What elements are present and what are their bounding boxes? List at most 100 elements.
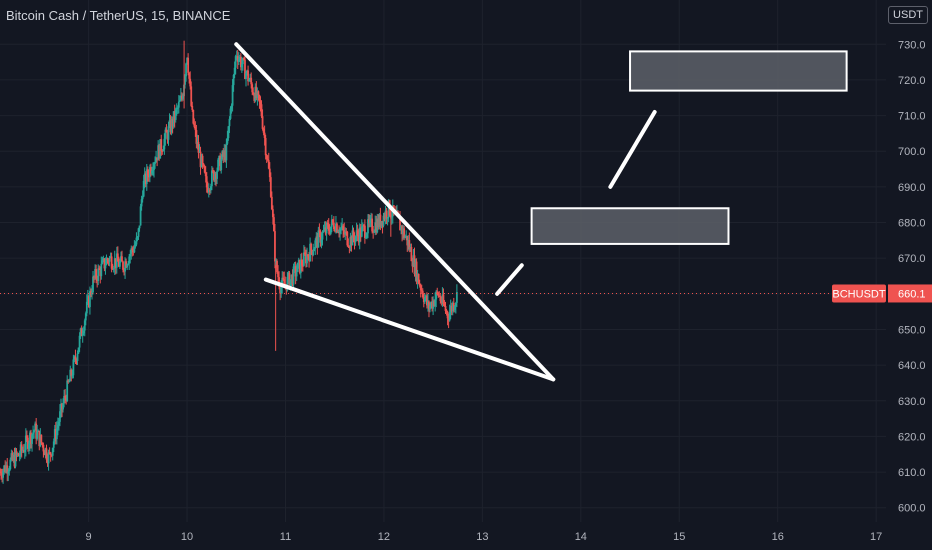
candle [65,394,68,405]
candle [157,140,160,161]
candle [67,379,70,384]
candle-body [348,246,351,248]
candle [342,223,345,238]
candle-body [227,126,230,139]
candle-body [261,116,264,129]
candle-body [326,223,329,225]
candle-body [4,465,7,473]
candle [452,297,455,313]
candle [368,214,370,228]
candle-body [178,100,181,102]
candle-body [274,231,276,262]
candle-body [9,459,12,470]
candle [366,232,368,240]
candle [432,296,435,316]
candle-body [281,277,284,287]
candle [310,242,313,255]
candle-body [7,471,10,474]
candle-body [420,290,423,292]
candle [308,251,310,268]
candle-body [438,295,441,297]
target-box-2 [629,50,848,92]
candle [0,468,2,480]
candle-body [103,258,106,269]
candle [199,146,202,175]
candle-body [16,453,19,456]
candle [245,70,247,87]
y-tick-label: 630.0 [898,396,926,408]
candle-body [268,168,271,178]
candle [169,115,172,135]
candle [80,325,83,337]
candle [204,166,207,183]
candle [152,162,154,176]
candle [361,222,364,232]
candle-body [362,225,365,227]
candle-body [316,236,319,248]
time-axis[interactable] [0,522,932,550]
candle-body [349,236,352,248]
candle [132,245,135,256]
candle-body [17,453,20,457]
candle [336,222,338,234]
candle [123,267,125,276]
candle-body [134,244,137,247]
candle-body [179,95,182,101]
candle [357,228,360,246]
candle-body [155,157,157,163]
candle-body [144,173,147,185]
candle-body [169,120,172,133]
candle-body [217,159,220,171]
candle-body [433,300,436,306]
candle [266,155,269,162]
candle-body [443,303,446,306]
candle [48,447,51,455]
candle-body [342,225,345,231]
candle-body [343,230,346,235]
candle-body [271,209,274,218]
candle [300,252,303,272]
candle-body [280,286,283,294]
candle-body [119,261,121,267]
candle-body [171,118,174,127]
candle-body [288,272,291,288]
candle-body [249,77,252,81]
candle-body [140,199,143,207]
candle-body [173,111,176,120]
candle-body [375,222,378,233]
candle [170,116,173,136]
candle-body [336,223,338,233]
candle [231,79,234,112]
candle [47,449,50,471]
price-axis[interactable] [886,0,932,550]
candle-body [252,92,255,95]
candle [45,444,48,463]
candle-body [410,247,413,262]
candle-body [189,78,192,87]
candle-body [162,149,165,152]
candle-body [159,139,162,159]
candle-body [156,157,159,161]
candle [82,326,85,336]
candle-body [196,141,199,144]
candle-body [338,232,340,234]
candle-body [203,165,206,173]
candle [230,103,233,114]
candle-body [186,57,188,64]
candle-body [143,173,146,181]
candle [16,452,19,458]
candle-body [68,381,71,383]
candle-body [287,272,290,277]
currency-badge[interactable]: USDT [888,6,928,24]
candle [348,245,351,254]
candle-body [86,296,89,302]
drawings[interactable] [234,42,848,382]
candle [403,225,406,241]
candle-body [422,297,425,303]
candle-body [306,254,308,264]
candle [187,53,190,76]
candle-body [151,170,153,174]
candle-body [216,170,218,179]
candle [40,434,43,445]
